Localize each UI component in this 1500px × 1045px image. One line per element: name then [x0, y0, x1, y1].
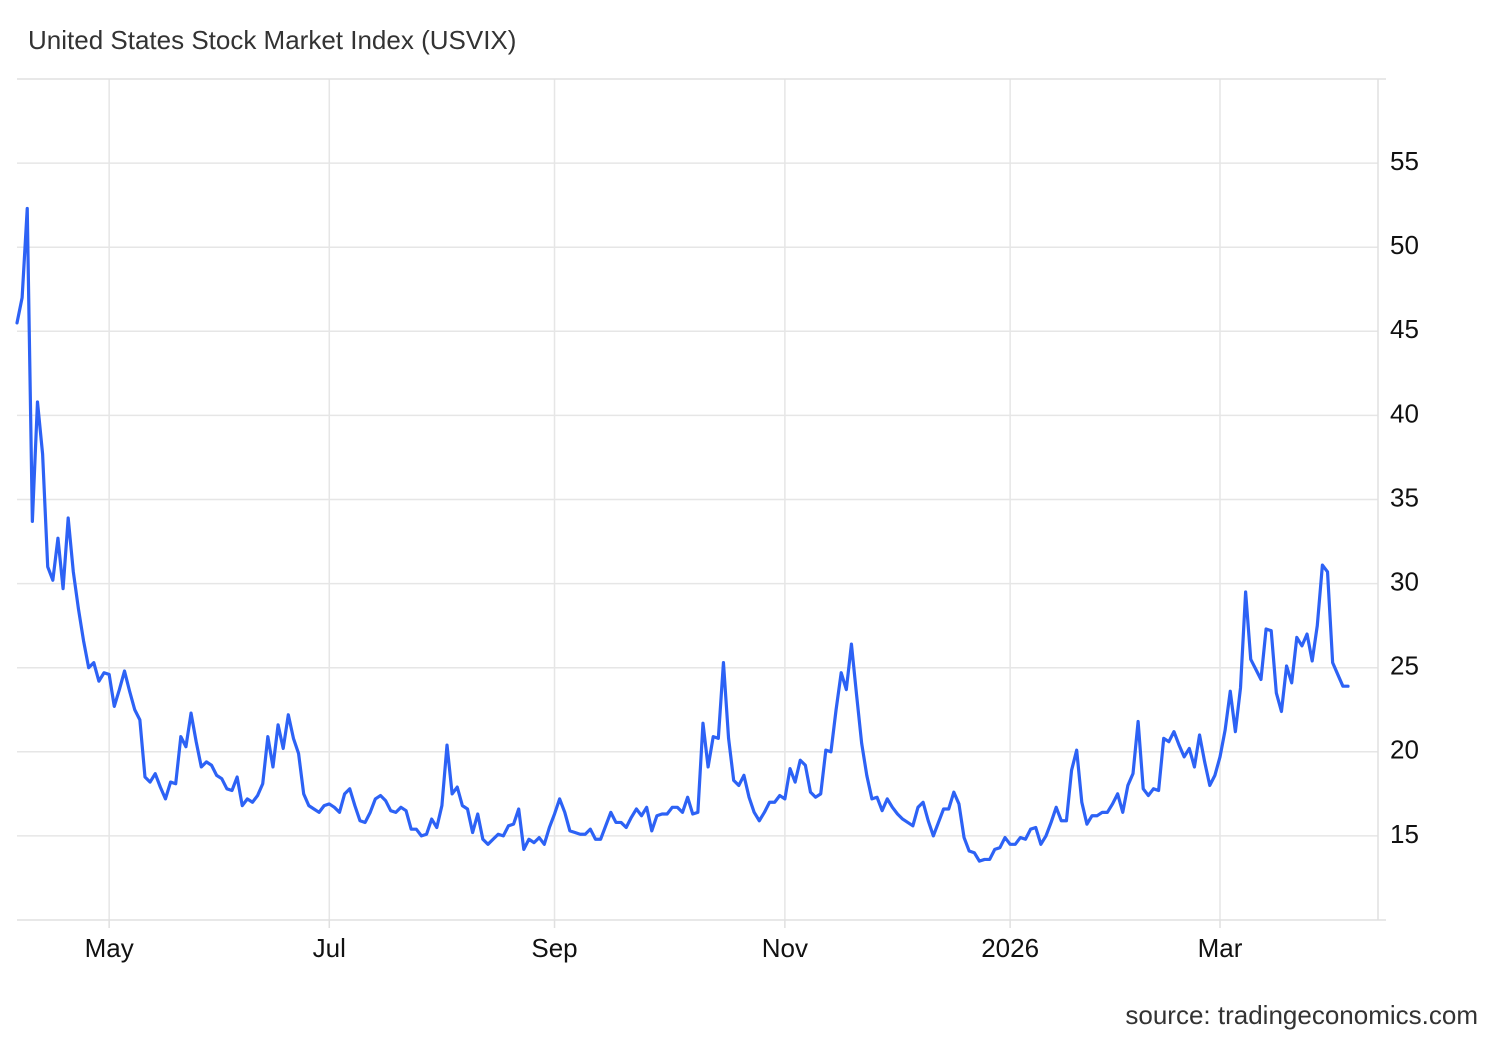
y-tick-label: 55 [1390, 146, 1419, 176]
x-tick-label: May [85, 933, 134, 963]
y-tick-label: 30 [1390, 566, 1419, 596]
x-tick-label: Sep [531, 933, 577, 963]
x-tick-label: Mar [1198, 933, 1243, 963]
y-tick-label: 45 [1390, 314, 1419, 344]
data-line [15, 206, 1350, 863]
y-tick-label: 40 [1390, 398, 1419, 428]
y-tick-label: 35 [1390, 482, 1419, 512]
y-tick-label: 15 [1390, 819, 1419, 849]
y-tick-label: 20 [1390, 735, 1419, 765]
y-tick-label: 50 [1390, 230, 1419, 260]
y-tick-label: 25 [1390, 651, 1419, 681]
x-tick-label: Nov [762, 933, 808, 963]
x-tick-label: Jul [313, 933, 346, 963]
x-tick-label: 2026 [981, 933, 1039, 963]
chart-title: United States Stock Market Index (USVIX) [28, 25, 516, 55]
source-note: source: tradingeconomics.com [1125, 1000, 1478, 1030]
